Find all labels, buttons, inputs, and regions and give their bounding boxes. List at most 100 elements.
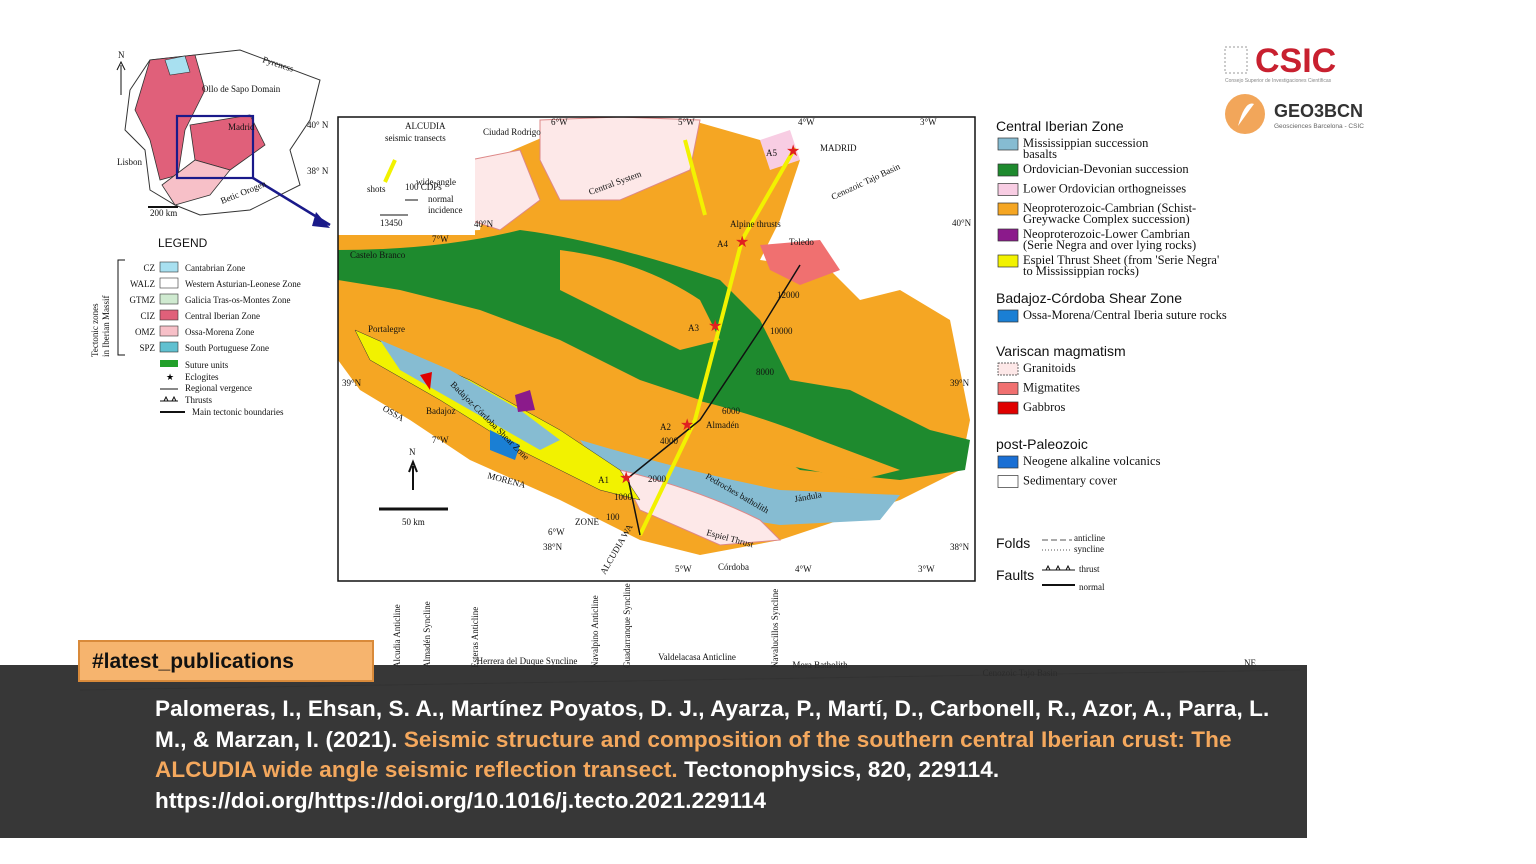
map-label: incidence <box>428 205 462 215</box>
map-label: 13450 <box>380 218 403 228</box>
svg-text:★: ★ <box>619 470 633 487</box>
csic-name: CSIC <box>1255 42 1336 80</box>
map-label: 10000 <box>770 326 793 336</box>
legend-swatch <box>997 362 1019 376</box>
map-label: Toledo <box>789 237 814 247</box>
csic-logo: CSIC Consejo Superior de Investigaciones… <box>1224 42 1336 84</box>
legend-swatch <box>997 137 1019 151</box>
zone-swatch <box>159 325 179 337</box>
cross-section-label: Valdelacasa Anticline <box>658 652 736 662</box>
map-label: 7°W <box>432 435 449 445</box>
map-label: 38°N <box>543 542 563 552</box>
zone-code: CZ <box>143 263 155 273</box>
legend-swatch <box>997 228 1019 242</box>
left-legend: LEGEND Tectonic zones in Iberian Massif … <box>90 236 301 417</box>
zone-name: South Portuguese Zone <box>185 343 269 353</box>
legend-item: Neoproterozoic-Lower Cambrian <box>1023 227 1191 241</box>
legend-symbol: Eclogites <box>185 372 219 382</box>
map-label: Castelo Branco <box>350 250 406 260</box>
legend-swatch <box>997 309 1019 323</box>
legend-symbol: Thrusts <box>185 395 212 405</box>
legend-item: Lower Ordovician orthogneisses <box>1023 182 1186 196</box>
map-label: 12000 <box>777 290 800 300</box>
map-label: 100 CDPs <box>405 182 442 192</box>
svg-text:★: ★ <box>786 143 800 160</box>
map-label: 4°W <box>798 117 815 127</box>
citation-title[interactable]: Seismic structure and composition of the… <box>155 726 1232 783</box>
legend-group: in Iberian Massif <box>101 296 111 357</box>
zone-code: GTMZ <box>130 295 156 305</box>
citation-authors: Palomeras, I., Ehsan, S. A., Martínez Po… <box>155 696 1270 752</box>
right-legend: Folds anticline syncline Faults thrust n… <box>996 118 1227 592</box>
map-label: MADRID <box>820 143 857 153</box>
map-label: 3°W <box>918 564 935 574</box>
legend-section-title: Badajoz-Córdoba Shear Zone <box>996 290 1182 306</box>
geo3bcn-name: GEO3BCN <box>1274 101 1363 121</box>
map-label: seismic transects <box>385 133 446 143</box>
legend-item: Espiel Thrust Sheet (from 'Serie Negra' <box>1023 253 1219 267</box>
zone-swatch <box>159 341 179 353</box>
map-label: 100 <box>606 512 620 522</box>
tag[interactable]: #latest_publications <box>78 640 374 682</box>
legend-item: Ordovician-Devonian succession <box>1023 162 1189 176</box>
legend-swatch <box>997 382 1019 395</box>
zone-swatch <box>159 277 179 289</box>
map-label: A5 <box>766 148 777 158</box>
zone-code: CIZ <box>141 311 156 321</box>
zone-code: WALZ <box>130 279 155 289</box>
legend-swatch <box>997 163 1019 177</box>
logo-icon <box>1224 46 1248 74</box>
caption-band <box>0 665 1307 838</box>
fold-type: syncline <box>1074 544 1104 554</box>
geologic-map: ★ ★ ★ ★ ★ ALCUDIA seismic transects wide-angle… <box>337 116 976 582</box>
zone-swatch <box>159 293 179 305</box>
legend-section-title: post-Paleozoic <box>996 436 1088 452</box>
map-label: Jándula <box>794 489 823 504</box>
map-label: 39°N <box>950 378 970 388</box>
map-label: Córdoba <box>718 562 749 572</box>
cross-section-label: Almadén Syncline <box>422 601 432 668</box>
map-label: 2000 <box>648 474 667 484</box>
transect-line <box>638 147 797 536</box>
inset-label: Madrid <box>228 122 255 132</box>
legend-item: Greywacke Complex succession) <box>1023 212 1190 226</box>
svg-text:★: ★ <box>708 318 722 335</box>
legend-swatch <box>997 455 1019 469</box>
map-label: 6°W <box>551 117 568 127</box>
inset-frame <box>175 114 255 180</box>
svg-text:★: ★ <box>735 234 749 251</box>
legend-item: Ossa-Morena/Central Iberia suture rocks <box>1023 308 1227 322</box>
cross-section-label: Herrera del Duque Syncline <box>477 656 578 666</box>
transect-line <box>683 139 707 216</box>
citation-source[interactable]: Tectonophysics, 820, 229114. https://doi… <box>155 757 1000 813</box>
legend-item: Granitoids <box>1023 361 1076 375</box>
legend-title: LEGEND <box>158 236 208 250</box>
zone-name: Ossa-Morena Zone <box>185 327 254 337</box>
fault-type: thrust <box>1079 564 1100 574</box>
map-label: Almadén <box>706 420 739 430</box>
map-label: 5°W <box>678 117 695 127</box>
zone-name: Cantabrian Zone <box>185 263 245 273</box>
citation: Palomeras, I., Ehsan, S. A., Martínez Po… <box>155 694 1305 816</box>
zone-swatch <box>159 261 179 273</box>
legend-swatch <box>997 183 1019 196</box>
zone-name: Galicia Tras-os-Montes Zone <box>185 295 291 305</box>
map-label: 1000 <box>614 492 633 502</box>
map-label: 40°N <box>474 219 494 229</box>
inset-map: N Pyreness Ollo de Sapo Domain Madrid 40… <box>116 49 331 228</box>
map-label: 6000 <box>722 406 741 416</box>
map-label: A3 <box>688 323 699 333</box>
legend-item: (Serie Negra and over lying rocks) <box>1023 238 1196 252</box>
zone-code: SPZ <box>139 343 155 353</box>
inset-label: 200 km <box>150 208 177 218</box>
map-label: normal <box>428 194 454 204</box>
legend-section-title: Variscan magmatism <box>996 343 1126 359</box>
cross-section-label: Guadarranque Syncline <box>622 583 632 668</box>
legend-symbol: Regional vergence <box>185 383 252 393</box>
folds-title: Folds <box>996 535 1030 551</box>
legend-item: Mississippian succession <box>1023 136 1149 150</box>
svg-text:★: ★ <box>166 372 174 382</box>
logo-leaf <box>1238 103 1254 126</box>
